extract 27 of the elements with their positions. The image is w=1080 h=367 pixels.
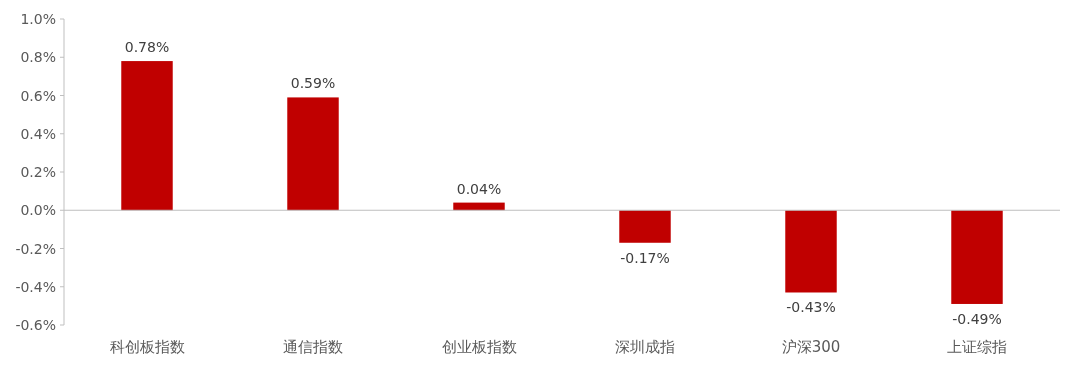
data-label: 0.04% [456,180,502,197]
data-label: -0.17% [620,249,670,266]
bar [121,61,173,211]
y-tick-label: -0.6% [15,317,56,333]
y-tick-label: 0.6% [20,87,56,104]
y-tick-label: 0.0% [20,202,56,219]
bar [951,210,1003,304]
bar [785,210,837,293]
x-tick-label: 沪深300 [781,338,841,356]
data-label: -0.43% [786,299,836,316]
y-tick-label: 0.2% [20,164,56,180]
data-label: 0.59% [290,75,336,92]
bar [619,210,671,243]
data-label: -0.49% [952,310,1002,327]
data-label: 0.78% [124,39,170,56]
y-tick-label: 0.8% [20,49,56,66]
y-tick-label: -0.4% [15,278,56,295]
x-tick-label: 上证综指 [947,338,1007,356]
y-tick-label: 1.0% [20,11,56,27]
y-tick-label: -0.2% [15,240,56,257]
x-tick-label: 深圳成指 [615,338,675,356]
bar [287,97,339,211]
x-tick-label: 科创板指数 [109,338,185,356]
x-tick-label: 通信指数 [283,338,343,356]
x-tick-label: 创业板指数 [441,338,517,356]
bar [453,202,505,211]
y-tick-label: 0.4% [20,125,56,142]
